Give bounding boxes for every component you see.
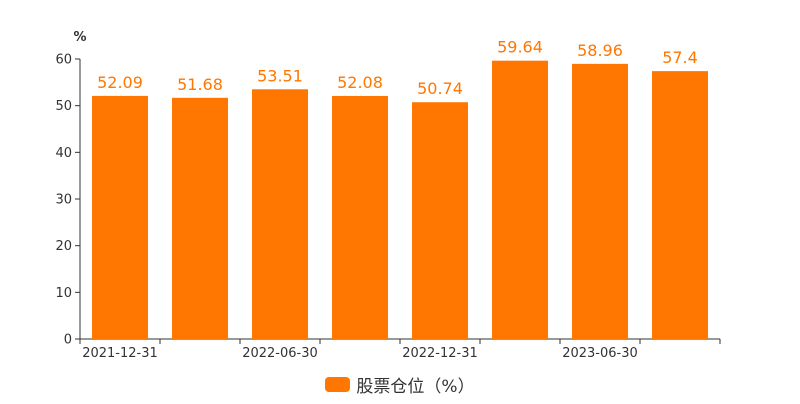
y-tick-label: 10: [55, 286, 72, 301]
bar: [92, 95, 148, 339]
bar: [252, 89, 308, 339]
legend[interactable]: 股票仓位（%）: [0, 372, 800, 397]
y-tick-label: 50: [55, 99, 72, 114]
bar: [172, 97, 228, 340]
bar-value-label: 52.08: [337, 73, 383, 92]
bars-group: [92, 60, 708, 340]
bar-value-label: 57.4: [662, 48, 698, 67]
y-axis: 0 10 20 30 40 50 60: [55, 53, 81, 348]
bar-value-label: 59.64: [497, 38, 543, 57]
bar: [652, 71, 708, 339]
x-tick-label: 2023-06-30: [562, 346, 638, 361]
bar-value-label: 58.96: [577, 41, 623, 60]
bar-value-label: 53.51: [257, 66, 303, 85]
bar: [412, 102, 468, 339]
bar-value-label: 51.68: [177, 75, 223, 94]
x-tick-label: 2022-12-31: [402, 346, 478, 361]
bar: [332, 95, 388, 340]
bar: [492, 60, 548, 340]
y-axis-unit-label: %: [73, 30, 86, 45]
bar: [572, 63, 628, 339]
legend-label: 股票仓位（%）: [356, 377, 475, 397]
x-tick-label: 2022-06-30: [242, 346, 318, 361]
x-axis: 2021-12-31 2022-06-30 2022-12-31 2023-06-30: [79, 338, 721, 361]
value-labels-group: 52.09 51.68 53.51 52.08 50.74 59.64 58.96 57.4: [97, 38, 698, 99]
y-tick-label: 20: [55, 239, 72, 254]
legend-swatch: [325, 377, 351, 392]
x-tick-label: 2021-12-31: [82, 346, 158, 361]
y-tick-label: 40: [55, 146, 72, 161]
bar-value-label: 52.09: [97, 73, 143, 92]
y-tick-label: 60: [55, 53, 72, 68]
bar-value-label: 50.74: [417, 79, 463, 98]
y-tick-label: 0: [64, 333, 72, 348]
y-tick-label: 30: [55, 193, 72, 208]
